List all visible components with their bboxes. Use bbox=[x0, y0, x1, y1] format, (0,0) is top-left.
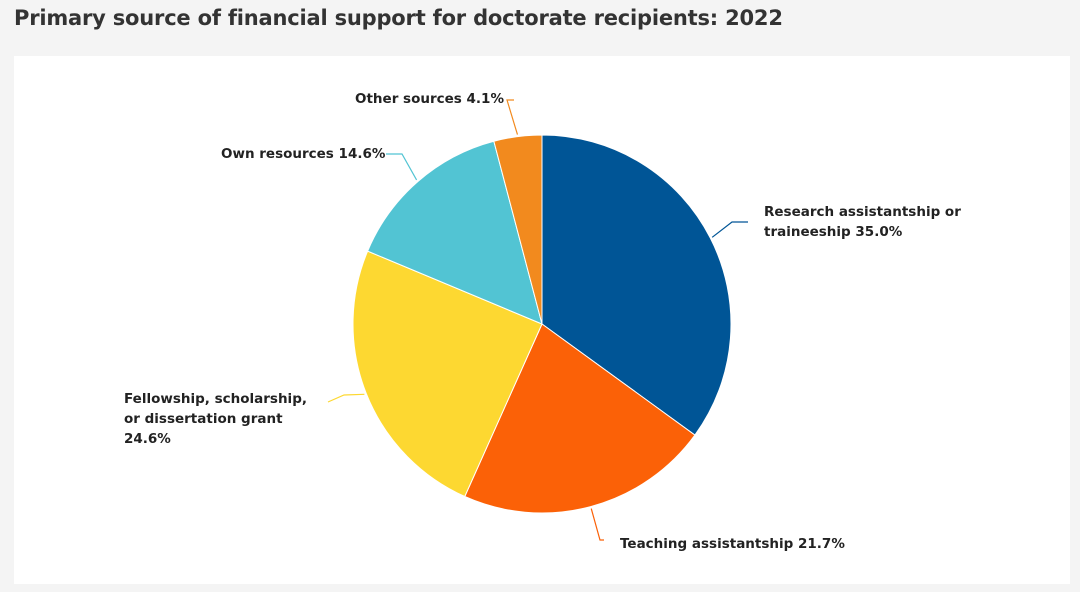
pie-chart bbox=[327, 99, 748, 541]
leader-own-resources bbox=[386, 153, 418, 181]
leader-teaching-assistantship bbox=[590, 508, 604, 541]
slice-own-resources bbox=[366, 140, 543, 325]
label-research-assistantship: Research assistantship or traineeship 35… bbox=[764, 204, 961, 240]
leader-other-sources bbox=[506, 99, 519, 135]
chart-title: Primary source of financial support for … bbox=[14, 6, 783, 30]
leader-research-assistantship bbox=[711, 221, 748, 238]
slice-teaching-assistantship bbox=[464, 323, 696, 514]
slice-other-sources bbox=[493, 134, 543, 325]
label-teaching-assistantship: Teaching assistantship 21.7% bbox=[620, 536, 845, 552]
label-fellowship: Fellowship, scholarship, or dissertation… bbox=[124, 391, 307, 447]
label-other-sources: Other sources 4.1% bbox=[355, 91, 504, 107]
label-own-resources: Own resources 14.6% bbox=[221, 146, 386, 162]
leader-fellowship bbox=[327, 393, 365, 403]
slice-fellowship bbox=[352, 250, 543, 498]
slice-research-assistantship bbox=[541, 134, 732, 436]
chart-panel: Research assistantship or traineeship 35… bbox=[14, 56, 1070, 584]
